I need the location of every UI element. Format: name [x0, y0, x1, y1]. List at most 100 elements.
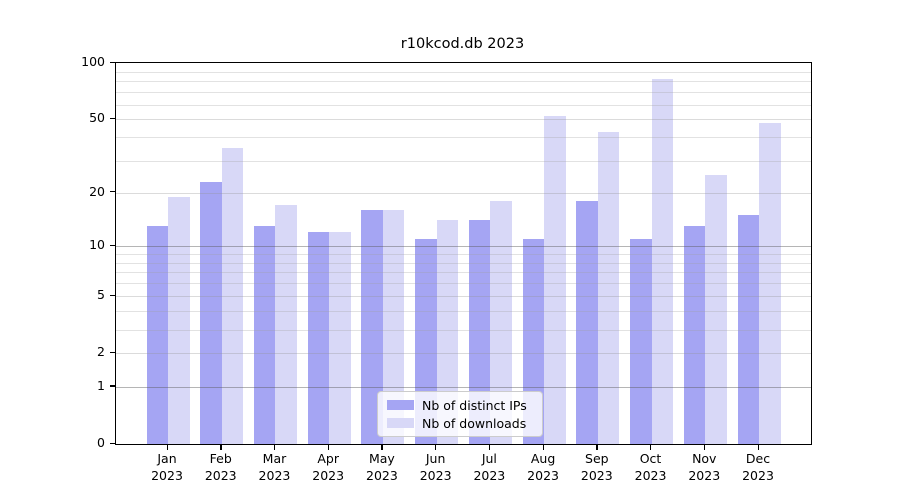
bar: [759, 122, 781, 444]
x-tick-label: May 2023: [354, 450, 410, 484]
y-axis-tick: [110, 117, 115, 120]
bar: [737, 215, 759, 444]
x-axis-tick: [327, 445, 329, 450]
legend-label-downloads: Nb of downloads: [422, 415, 527, 431]
x-tick-label: Jan 2023: [139, 450, 195, 484]
x-tick-year: 2023: [312, 468, 345, 483]
x-axis-tick: [166, 445, 168, 450]
legend: Nb of distinct IPs Nb of downloads: [377, 391, 543, 437]
gridline-major: [116, 296, 811, 298]
bar: [544, 116, 566, 444]
gridline-strong: [116, 246, 811, 248]
x-axis-tick: [542, 445, 544, 450]
bar: [490, 200, 512, 444]
gridline-major: [116, 192, 811, 194]
x-axis-tick: [220, 445, 222, 450]
gridline-minor: [116, 253, 811, 255]
y-tick-label: 10: [89, 237, 105, 253]
bar: [275, 205, 297, 444]
gridline-minor: [116, 92, 811, 94]
x-tick-year: 2023: [473, 468, 506, 483]
bar: [200, 181, 222, 444]
gridline-minor: [116, 311, 811, 313]
x-axis-tick: [757, 445, 759, 450]
bar: [468, 220, 491, 444]
x-tick-label: Dec 2023: [730, 450, 786, 484]
gridline-minor: [116, 81, 811, 83]
x-tick-year: 2023: [742, 468, 774, 483]
x-axis-tick: [488, 445, 491, 450]
bar: [683, 226, 706, 444]
bar: [705, 175, 727, 444]
legend-swatch-downloads: [387, 418, 414, 428]
y-axis-tick: [110, 385, 115, 387]
y-tick-label: 20: [89, 183, 105, 199]
bar: [146, 226, 168, 444]
y-tick-label: 5: [97, 287, 105, 303]
y-axis-tick: [110, 351, 115, 354]
legend-item-distinct-ips: Nb of distinct IPs: [378, 398, 542, 413]
bar: [307, 232, 330, 444]
x-tick-year: 2023: [688, 468, 721, 483]
x-axis-tick: [703, 445, 706, 450]
y-axis-tick: [110, 191, 115, 193]
x-tick-year: 2023: [419, 468, 452, 483]
x-axis-tick: [650, 445, 652, 450]
x-tick-year: 2023: [634, 468, 667, 483]
gridline-minor: [116, 137, 811, 139]
y-tick-label: 2: [97, 344, 105, 360]
x-tick-label: Sep 2023: [569, 450, 625, 484]
gridline-minor: [116, 272, 811, 274]
x-tick-year: 2023: [366, 468, 398, 483]
bar: [436, 220, 459, 444]
bar: [597, 131, 620, 444]
gridline-minor: [116, 283, 811, 285]
y-axis-tick: [110, 294, 115, 296]
gridline-minor: [116, 329, 811, 331]
y-axis-tick: [110, 61, 115, 63]
x-axis-tick: [381, 445, 383, 450]
y-axis-tick: [110, 442, 115, 444]
y-tick-label: 50: [89, 110, 105, 126]
gridline-minor: [116, 262, 811, 264]
legend-item-downloads: Nb of downloads: [378, 416, 542, 431]
x-tick-label: Aug 2023: [515, 450, 571, 484]
bar: [361, 210, 383, 444]
x-tick-label: Mar 2023: [246, 450, 302, 484]
x-tick-year: 2023: [204, 468, 237, 483]
x-tick-year: 2023: [258, 468, 291, 483]
x-tick-year: 2023: [580, 468, 613, 483]
legend-swatch-distinct-ips: [387, 400, 414, 410]
gridline-minor: [116, 104, 811, 106]
x-tick-label: Oct 2023: [623, 450, 679, 484]
x-tick-year: 2023: [151, 468, 183, 483]
x-tick-label: Apr 2023: [300, 450, 356, 484]
x-tick-label: Jun 2023: [408, 450, 464, 484]
bar: [221, 148, 244, 444]
x-tick-label: Nov 2023: [676, 450, 732, 484]
gridline-major: [116, 353, 811, 355]
x-axis-tick: [435, 445, 437, 450]
x-tick-label: Feb 2023: [193, 450, 249, 484]
bar: [382, 210, 405, 444]
gridline-minor: [116, 71, 811, 73]
bar: [168, 196, 190, 444]
bar: [630, 238, 652, 444]
plot-area: [115, 62, 812, 445]
gridline-minor: [116, 160, 811, 162]
x-axis-tick: [596, 445, 598, 450]
gridline-major: [116, 119, 811, 121]
bar: [253, 226, 276, 444]
y-axis-tick: [110, 244, 115, 246]
y-tick-label: 100: [81, 54, 105, 69]
y-tick-label: 0: [97, 435, 105, 450]
x-tick-label: Jul 2023: [461, 450, 517, 484]
x-tick-year: 2023: [527, 468, 559, 483]
bar: [651, 79, 674, 444]
bar: [576, 200, 598, 444]
gridline-strong: [116, 386, 811, 388]
bar: [329, 232, 351, 444]
chart-title: r10kcod.db 2023: [400, 36, 525, 52]
y-tick-label: 1: [97, 377, 105, 393]
